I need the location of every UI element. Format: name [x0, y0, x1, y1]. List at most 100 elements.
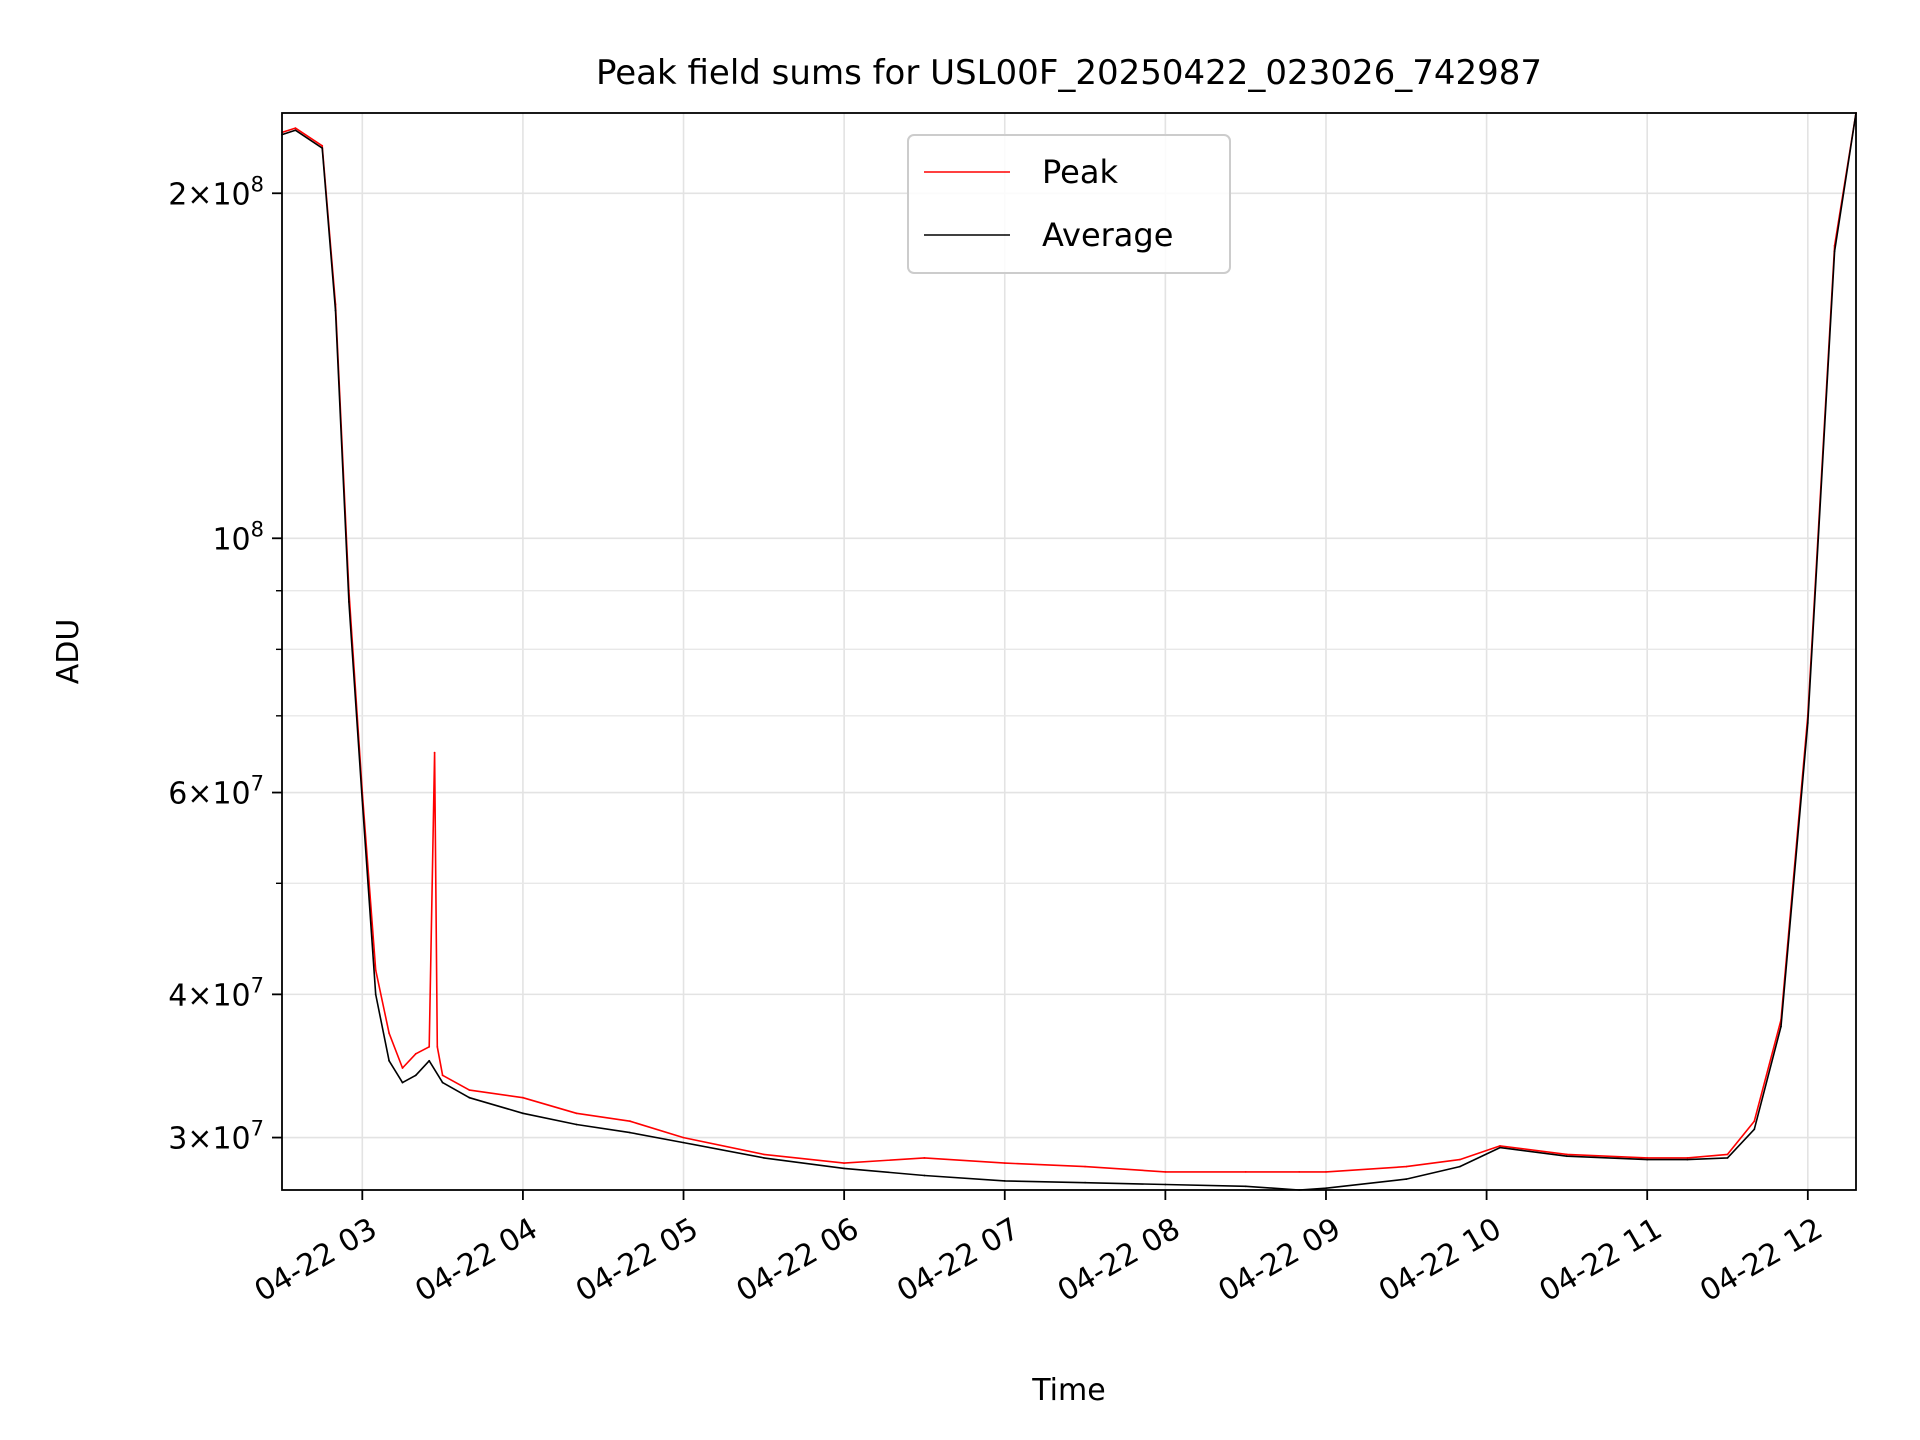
- data-point-average: [682, 1141, 685, 1144]
- data-point-peak: [433, 751, 436, 754]
- series-line-peak: [281, 112, 1857, 1173]
- y-tick-label: 6×107: [168, 772, 264, 812]
- y-tick-label: 2×108: [168, 172, 264, 212]
- y-tick-exponent: 7: [251, 1117, 264, 1141]
- data-point-peak: [1566, 1153, 1568, 1156]
- data-point-average: [575, 1123, 578, 1126]
- data-point-average: [1003, 1180, 1006, 1182]
- data-point-average: [1566, 1155, 1568, 1158]
- data-point-average: [1244, 1185, 1247, 1188]
- y-tick-times: ×: [187, 978, 212, 1013]
- data-point-peak: [428, 1045, 431, 1048]
- data-point-average: [361, 800, 364, 802]
- data-point-peak: [522, 1096, 524, 1099]
- y-tick-label: 4×107: [168, 973, 264, 1013]
- data-point-average: [401, 1081, 404, 1084]
- y-tick-label: 108: [212, 517, 264, 557]
- data-point-average: [441, 1081, 444, 1084]
- data-point-peak: [441, 1074, 444, 1077]
- data-point-peak: [401, 1067, 404, 1069]
- data-point-peak: [374, 969, 377, 971]
- data-point-average: [1164, 1183, 1167, 1186]
- data-point-average: [1646, 1158, 1649, 1161]
- data-point-average: [388, 1059, 390, 1062]
- data-point-peak: [436, 1045, 439, 1048]
- data-point-peak: [294, 127, 297, 129]
- data-point-peak: [1325, 1171, 1327, 1173]
- y-tick-mantissa: 2: [168, 177, 187, 212]
- data-point-peak: [629, 1120, 631, 1123]
- data-point-peak: [1244, 1171, 1247, 1173]
- data-point-average: [321, 147, 324, 150]
- y-tick-exponent: 7: [251, 973, 264, 997]
- data-point-average: [1833, 250, 1836, 253]
- x-axis-title: Time: [1031, 1373, 1105, 1408]
- y-tick-exponent: 8: [251, 172, 264, 196]
- data-point-average: [923, 1174, 926, 1177]
- y-tick-exponent: 7: [251, 772, 264, 796]
- data-point-peak: [321, 144, 324, 147]
- data-point-average: [522, 1112, 524, 1115]
- data-point-average: [468, 1096, 471, 1099]
- y-axis-title: ADU: [51, 619, 86, 685]
- data-point-peak: [1405, 1165, 1408, 1168]
- y-tick-mantissa: 3: [168, 1122, 187, 1157]
- data-point-average: [1405, 1178, 1408, 1180]
- y-tick-base: 10: [212, 777, 250, 812]
- data-point-average: [1780, 1025, 1782, 1028]
- data-point-average: [843, 1167, 845, 1170]
- data-point-peak: [468, 1089, 471, 1091]
- data-point-peak: [1164, 1171, 1167, 1173]
- data-point-average: [1753, 1128, 1756, 1131]
- data-point-peak: [388, 1032, 390, 1035]
- y-tick-times: ×: [187, 177, 212, 212]
- data-point-average: [348, 601, 350, 603]
- y-tick-base: 10: [212, 1122, 250, 1157]
- data-point-average: [762, 1157, 765, 1159]
- data-point-average: [428, 1059, 431, 1062]
- series-layer: [281, 112, 1857, 1191]
- y-tick-mantissa: 6: [168, 777, 187, 812]
- data-point-average: [414, 1074, 417, 1077]
- data-point-peak: [762, 1153, 765, 1156]
- data-point-peak: [1084, 1165, 1086, 1168]
- data-point-average: [334, 309, 337, 312]
- data-point-peak: [414, 1052, 417, 1055]
- data-point-peak: [575, 1112, 578, 1115]
- y-tick-base: 10: [212, 978, 250, 1013]
- plot-frame: [281, 112, 1857, 1191]
- data-point-average: [1084, 1181, 1086, 1184]
- series-line-average: [281, 112, 1857, 1191]
- data-point-peak: [1646, 1157, 1649, 1159]
- y-tick-label: 3×107: [168, 1117, 264, 1157]
- legend-label-peak: Peak: [1042, 153, 1118, 191]
- y-tick-times: ×: [187, 777, 212, 812]
- data-point-peak: [1499, 1145, 1501, 1147]
- data-point-average: [1325, 1187, 1327, 1190]
- data-point-peak: [1458, 1158, 1461, 1161]
- data-point-average: [294, 129, 297, 132]
- y-tick-mantissa: 4: [168, 978, 187, 1013]
- data-point-peak: [1726, 1153, 1729, 1156]
- data-point-average: [1499, 1146, 1501, 1149]
- data-point-average: [1726, 1157, 1729, 1159]
- legend-label-average: Average: [1042, 216, 1173, 254]
- data-point-peak: [682, 1136, 685, 1139]
- legend-box: [907, 134, 1231, 274]
- legend: Peak Average: [907, 134, 1231, 274]
- y-tick-exponent: 8: [251, 517, 264, 541]
- data-point-average: [1806, 722, 1809, 724]
- data-point-average: [629, 1131, 631, 1134]
- data-point-peak: [1686, 1157, 1689, 1159]
- y-tick-times: ×: [187, 1122, 212, 1157]
- data-point-peak: [1753, 1120, 1756, 1123]
- data-point-average: [1686, 1158, 1689, 1161]
- data-point-peak: [1003, 1162, 1006, 1164]
- y-tick-base: 10: [212, 522, 250, 557]
- chart-title: Peak field sums for USL00F_20250422_0230…: [596, 53, 1542, 93]
- data-point-peak: [923, 1157, 926, 1159]
- y-tick-base: 10: [212, 177, 250, 212]
- data-point-average: [374, 993, 377, 996]
